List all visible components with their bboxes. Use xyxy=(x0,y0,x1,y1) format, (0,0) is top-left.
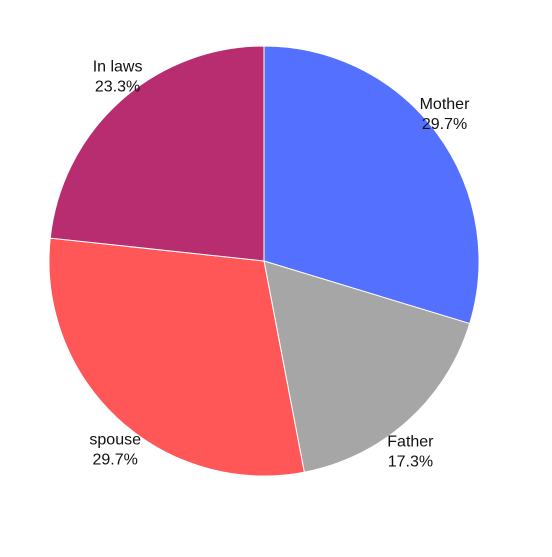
pie-slice-father xyxy=(263,260,471,473)
pie-label-value-father: 17.3% xyxy=(388,453,433,470)
pie-label-spouse: spouse 29.7% xyxy=(89,431,141,468)
pie-labels: Mother 29.7% Father 17.3% spouse 29.7% In laws… xyxy=(89,59,470,471)
pie-label-in-laws: In laws 23.3% xyxy=(93,59,143,96)
pie-label-name-father: Father xyxy=(387,433,434,450)
pie-label-name-spouse: spouse xyxy=(89,431,141,448)
pie-label-mother: Mother 29.7% xyxy=(420,96,470,133)
pie-label-name-in-laws: In laws xyxy=(93,59,143,76)
pie-label-name-mother: Mother xyxy=(420,96,470,113)
pie-label-value-mother: 29.7% xyxy=(422,116,467,133)
pie-slice-spouse xyxy=(48,237,305,477)
pie-slice-in-laws xyxy=(49,45,265,262)
pie-label-value-in-laws: 23.3% xyxy=(95,79,140,96)
pie-slices xyxy=(48,45,480,477)
pie-label-value-spouse: 29.7% xyxy=(93,451,138,468)
pie-slice-mother xyxy=(263,45,480,325)
pie-label-father: Father 17.3% xyxy=(387,433,434,470)
